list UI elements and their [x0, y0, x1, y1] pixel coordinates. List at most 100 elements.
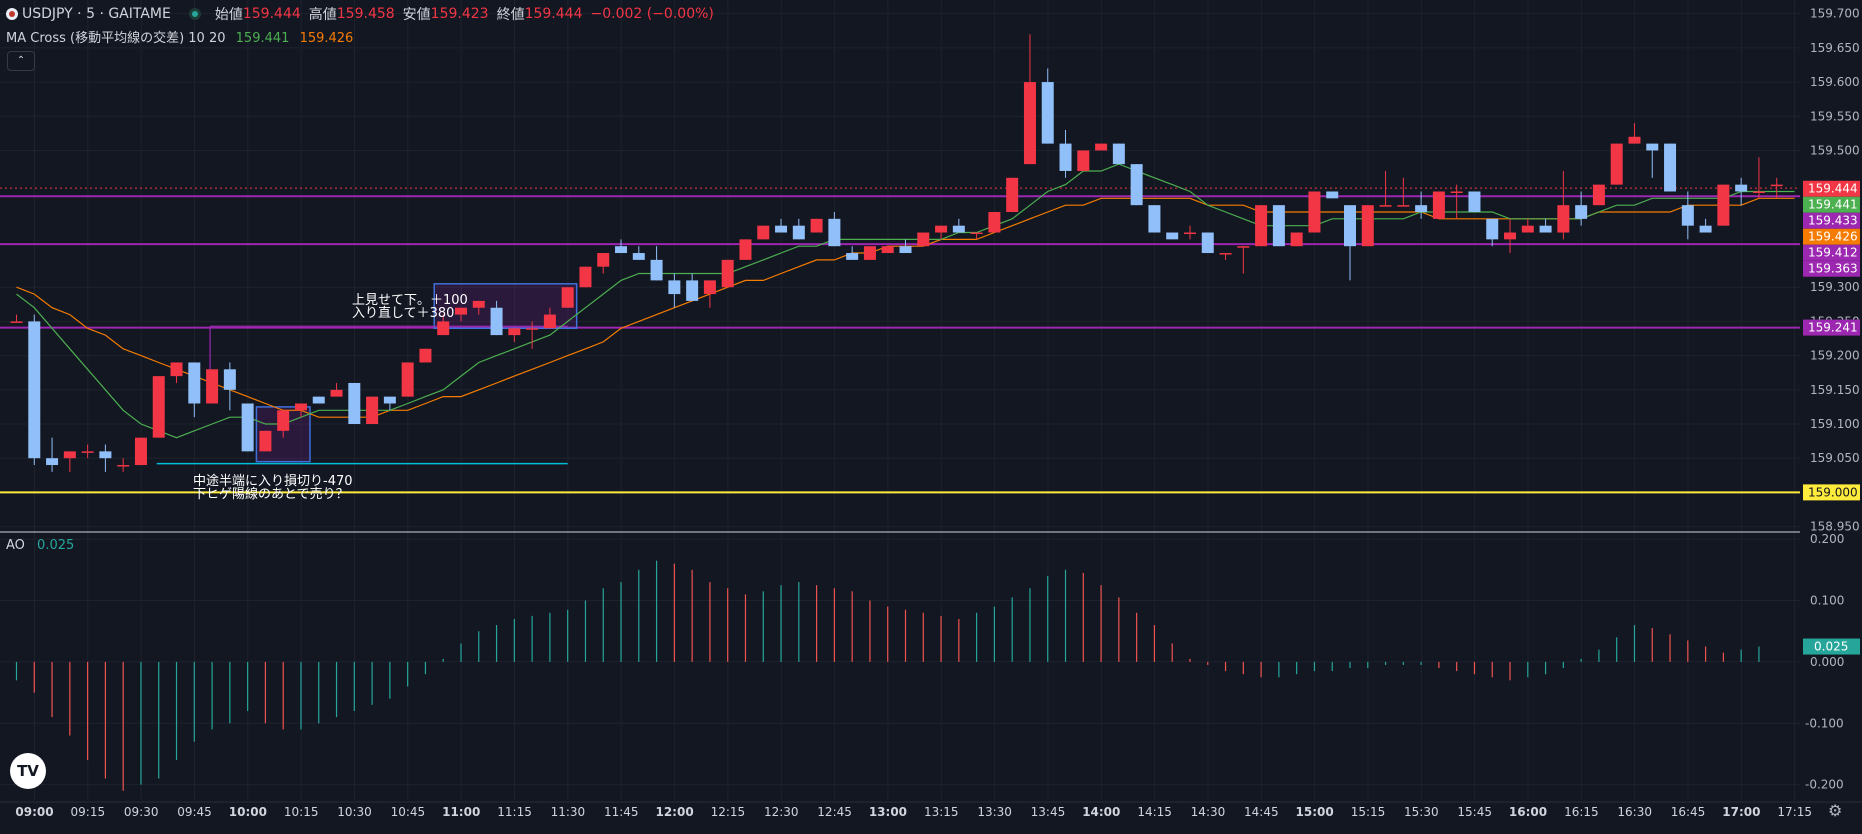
candle-body[interactable]: [1077, 150, 1090, 171]
candle-body[interactable]: [1646, 143, 1659, 151]
candle-body[interactable]: [1628, 136, 1641, 144]
ao-legend[interactable]: AO 0.025: [6, 538, 74, 553]
candle-body[interactable]: [686, 280, 699, 301]
annotation-text[interactable]: 入り直して＋380: [352, 306, 454, 321]
tradingview-logo-icon[interactable]: TV: [10, 753, 46, 789]
candle-body[interactable]: [757, 225, 770, 240]
candle-body[interactable]: [899, 246, 912, 254]
candle-body[interactable]: [1752, 191, 1765, 193]
candle-body[interactable]: [294, 403, 307, 411]
candle-body[interactable]: [632, 253, 645, 260]
candle-body[interactable]: [1361, 205, 1374, 247]
candle-body[interactable]: [1415, 205, 1428, 212]
candle-body[interactable]: [223, 369, 236, 390]
candle-body[interactable]: [206, 369, 219, 404]
symbol-title[interactable]: USDJPY · 5 · GAITAME: [22, 6, 171, 22]
gear-icon[interactable]: ⚙: [1828, 801, 1843, 820]
candle-body[interactable]: [1717, 184, 1730, 226]
candle-body[interactable]: [615, 246, 628, 254]
candle-body[interactable]: [1539, 225, 1552, 233]
candle-body[interactable]: [1379, 205, 1392, 207]
candle-body[interactable]: [259, 430, 272, 452]
candle-body[interactable]: [152, 376, 165, 438]
candle-body[interactable]: [1735, 184, 1748, 192]
candle-body[interactable]: [1504, 232, 1517, 240]
candle-body[interactable]: [1486, 218, 1499, 240]
candle-body[interactable]: [10, 321, 23, 323]
candle-body[interactable]: [1023, 82, 1036, 165]
candle-body[interactable]: [1130, 164, 1143, 206]
chevron-up-icon[interactable]: ⌃: [7, 51, 35, 71]
candle-body[interactable]: [1059, 143, 1072, 171]
candle-body[interactable]: [1041, 82, 1054, 144]
candle-body[interactable]: [526, 328, 539, 330]
candle-body[interactable]: [597, 253, 610, 267]
annotation-text[interactable]: 上見せて下。＋100: [352, 293, 468, 308]
candle-body[interactable]: [1219, 253, 1232, 255]
candle-body[interactable]: [1397, 205, 1410, 207]
candle-body[interactable]: [1006, 177, 1019, 212]
candle-body[interactable]: [419, 348, 432, 363]
candle-body[interactable]: [99, 451, 112, 459]
candle-body[interactable]: [1468, 191, 1481, 212]
candle-body[interactable]: [455, 307, 467, 315]
candle-body[interactable]: [917, 232, 930, 247]
candle-body[interactable]: [348, 382, 361, 424]
price-axis[interactable]: [1800, 0, 1862, 800]
candle-body[interactable]: [1344, 205, 1356, 247]
candle-body[interactable]: [1183, 232, 1196, 235]
candle-body[interactable]: [1610, 143, 1623, 185]
candle-body[interactable]: [277, 410, 290, 431]
candle-body[interactable]: [792, 225, 805, 240]
candle-body[interactable]: [703, 280, 716, 295]
candle-body[interactable]: [508, 328, 521, 336]
candle-body[interactable]: [1272, 205, 1285, 247]
candle-body[interactable]: [1148, 205, 1161, 233]
candle-body[interactable]: [1664, 143, 1677, 192]
candle-body[interactable]: [1521, 225, 1534, 233]
candle-body[interactable]: [170, 362, 183, 377]
candle-body[interactable]: [863, 246, 876, 260]
candle-body[interactable]: [1432, 191, 1445, 219]
candle-body[interactable]: [988, 212, 1001, 233]
candle-body[interactable]: [1166, 232, 1179, 240]
candle-body[interactable]: [472, 300, 485, 308]
candle-body[interactable]: [828, 218, 841, 247]
candle-body[interactable]: [383, 396, 396, 404]
candle-body[interactable]: [117, 465, 130, 467]
candle-body[interactable]: [490, 307, 503, 336]
candle-body[interactable]: [1699, 225, 1712, 233]
candle-body[interactable]: [935, 225, 948, 233]
candle-body[interactable]: [952, 225, 965, 233]
candle-body[interactable]: [1450, 191, 1463, 193]
candle-body[interactable]: [134, 437, 147, 466]
candle-body[interactable]: [1095, 143, 1108, 151]
candle-body[interactable]: [63, 451, 76, 459]
candle-body[interactable]: [1681, 205, 1694, 226]
candle-body[interactable]: [1557, 205, 1570, 233]
candle-body[interactable]: [1308, 191, 1321, 233]
candle-body[interactable]: [1201, 232, 1214, 254]
ma-cross-legend[interactable]: MA Cross (移動平均線の交差) 10 20 159.441 159.42…: [6, 27, 353, 46]
candle-body[interactable]: [1770, 184, 1783, 187]
candle-body[interactable]: [739, 239, 752, 260]
candle-body[interactable]: [846, 253, 859, 260]
candle-body[interactable]: [1255, 205, 1268, 247]
candle-body[interactable]: [241, 403, 254, 452]
candle-body[interactable]: [28, 321, 41, 459]
candle-body[interactable]: [330, 389, 343, 397]
candle-body[interactable]: [1326, 191, 1339, 199]
candle-body[interactable]: [366, 396, 379, 424]
candle-body[interactable]: [81, 451, 94, 453]
annotation-text[interactable]: 中途半端に入り損切り-470: [193, 473, 353, 489]
candle-body[interactable]: [46, 458, 59, 466]
candle-body[interactable]: [437, 321, 450, 336]
candle-body[interactable]: [1237, 246, 1250, 248]
candle-body[interactable]: [1290, 232, 1303, 247]
candle-body[interactable]: [881, 246, 894, 254]
candle-body[interactable]: [312, 396, 325, 404]
candle-body[interactable]: [775, 225, 788, 233]
candle-body[interactable]: [668, 280, 681, 295]
annotation-text[interactable]: 下ヒゲ陽線のあとで売り？: [193, 486, 349, 502]
